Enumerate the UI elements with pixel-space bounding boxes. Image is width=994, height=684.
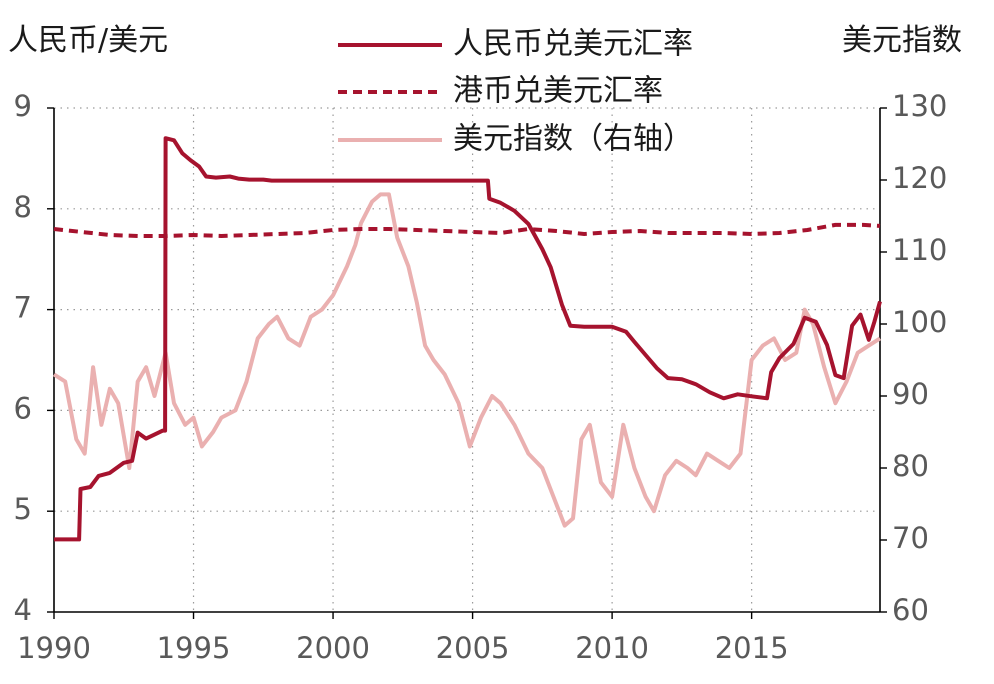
right-tick-label: 120 [892, 161, 947, 195]
right-tick-label: 60 [892, 593, 929, 627]
right-tick-label: 100 [892, 305, 947, 339]
right-tick-label: 70 [892, 521, 929, 555]
grid-layer [54, 107, 880, 612]
right-axis-label: 美元指数 [842, 23, 962, 58]
left-tick-label: 4 [14, 593, 32, 627]
left-tick-label: 5 [14, 492, 32, 526]
x-tick-label: 2015 [715, 631, 789, 665]
right-tick-label: 90 [892, 377, 929, 411]
left-tick-label: 6 [14, 391, 32, 425]
series-line-2 [53, 222, 881, 238]
left-tick-label: 7 [14, 291, 32, 325]
right-tick-label: 80 [892, 449, 929, 483]
labels-layer: 4 5 6 7 8 9 60 70 80 90 100 110 120 130 1990 1995 2000 20… [8, 23, 962, 665]
left-tick-label: 9 [14, 89, 32, 123]
legend-label-3: 美元指数（右轴） [453, 122, 693, 157]
axes-layer [47, 107, 887, 619]
legend-label-2: 港币兑美元汇率 [453, 74, 663, 109]
left-tick-label: 8 [14, 190, 32, 224]
legend-label-1: 人民币兑美元汇率 [453, 27, 693, 62]
x-tick-label: 1995 [157, 631, 231, 665]
x-tick-label: 2005 [436, 631, 510, 665]
series-layer [52, 136, 882, 542]
right-tick-label: 110 [892, 233, 947, 267]
x-tick-label: 2010 [575, 631, 649, 665]
left-axis-label: 人民币/美元 [8, 23, 168, 58]
series-line-3 [52, 192, 882, 528]
x-tick-label: 1990 [17, 631, 91, 665]
x-tick-label: 2000 [296, 631, 370, 665]
right-tick-label: 130 [892, 89, 947, 123]
series-line-1 [54, 136, 882, 542]
